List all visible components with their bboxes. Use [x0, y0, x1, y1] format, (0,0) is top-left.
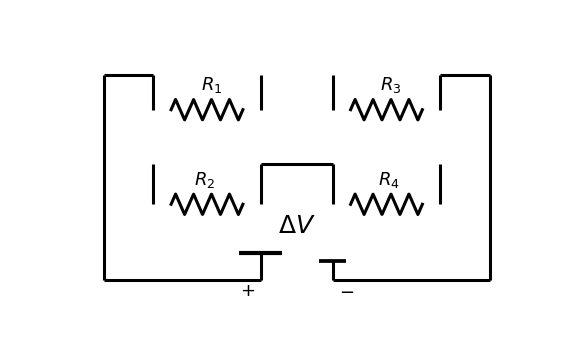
Text: $\Delta V$: $\Delta V$ [278, 214, 316, 238]
Text: $R_1$: $R_1$ [201, 75, 222, 95]
Text: $R_3$: $R_3$ [380, 75, 402, 95]
Text: $R_2$: $R_2$ [194, 170, 215, 190]
Text: $-$: $-$ [339, 282, 354, 300]
Text: $R_4$: $R_4$ [378, 170, 400, 190]
Text: $+$: $+$ [240, 282, 255, 300]
